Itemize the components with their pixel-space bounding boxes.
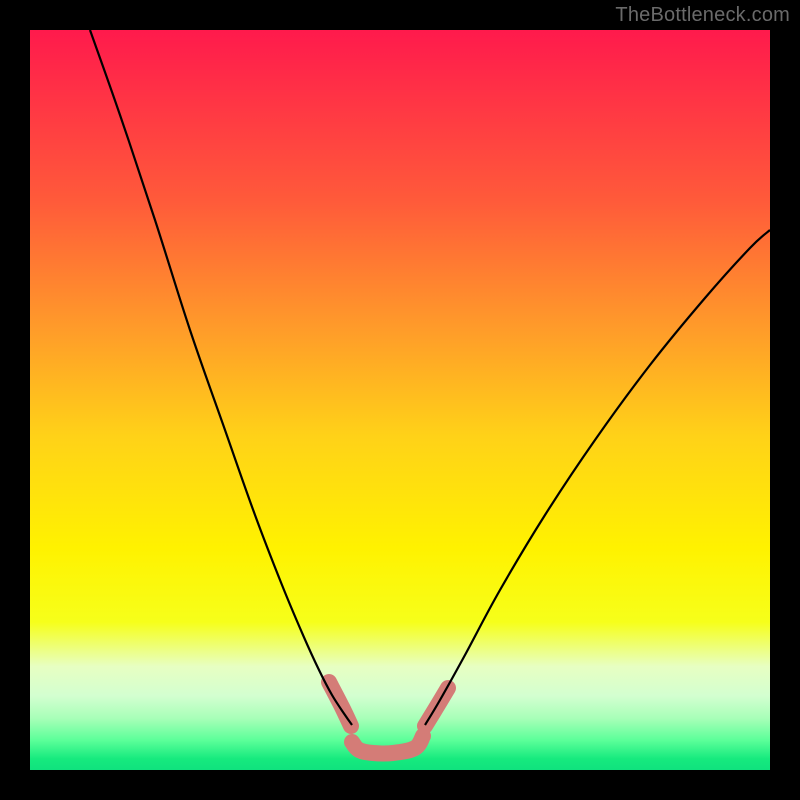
curve-right bbox=[425, 230, 770, 725]
chart-stage: TheBottleneck.com bbox=[0, 0, 800, 800]
curve-left bbox=[90, 30, 352, 725]
valley-segment bbox=[352, 736, 423, 754]
attribution-label: TheBottleneck.com bbox=[615, 4, 790, 27]
plot-area bbox=[30, 30, 770, 770]
curves-layer bbox=[30, 30, 770, 770]
